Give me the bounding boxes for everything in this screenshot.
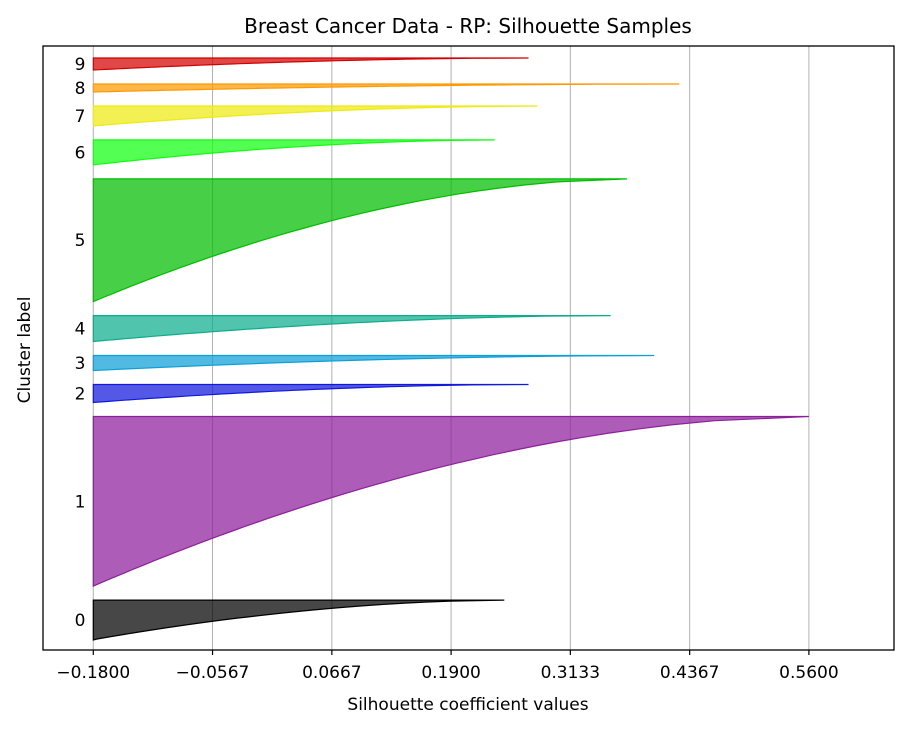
cluster-band-7 <box>92 105 538 127</box>
x-axis-ticks: −0.1800 −0.0567 0.0667 0.1900 0.3133 0.4367 0.… <box>56 650 839 683</box>
x-tick-label: 0.3133 <box>541 663 600 683</box>
cluster-label-4: 4 <box>75 320 86 340</box>
cluster-label-2: 2 <box>75 384 86 404</box>
plot-frame <box>42 45 895 651</box>
cluster-label-5: 5 <box>75 231 86 251</box>
cluster-band-5 <box>92 178 628 303</box>
cluster-band-0 <box>92 599 505 641</box>
x-tick-label: 0.4367 <box>660 663 719 683</box>
cluster-label-1: 1 <box>75 492 86 512</box>
cluster-labels: 0 1 2 3 4 5 6 7 8 9 <box>75 55 86 631</box>
grid-lines <box>92 46 810 650</box>
cluster-band-1 <box>92 415 809 588</box>
cluster-bands <box>92 57 809 641</box>
cluster-label-9: 9 <box>75 55 86 75</box>
cluster-band-8 <box>92 83 680 93</box>
cluster-label-6: 6 <box>75 143 86 163</box>
cluster-label-3: 3 <box>75 354 86 374</box>
cluster-band-2 <box>92 383 529 404</box>
chart-title: Breast Cancer Data - RP: Silhouette Samp… <box>244 14 692 38</box>
x-tick-label: 0.0667 <box>302 663 361 683</box>
cluster-label-7: 7 <box>75 107 86 127</box>
cluster-label-0: 0 <box>75 611 86 631</box>
cluster-band-4 <box>92 315 611 343</box>
cluster-band-6 <box>92 139 495 166</box>
cluster-band-3 <box>92 354 655 372</box>
x-tick-label: 0.1900 <box>421 663 480 683</box>
cluster-band-9 <box>92 57 529 71</box>
y-axis-label: Cluster label <box>15 297 35 404</box>
x-axis-label: Silhouette coefficient values <box>347 695 588 715</box>
x-tick-label: −0.1800 <box>56 663 130 683</box>
cluster-label-8: 8 <box>75 79 86 99</box>
x-tick-label: −0.0567 <box>176 663 250 683</box>
x-tick-label: 0.5600 <box>779 663 838 683</box>
